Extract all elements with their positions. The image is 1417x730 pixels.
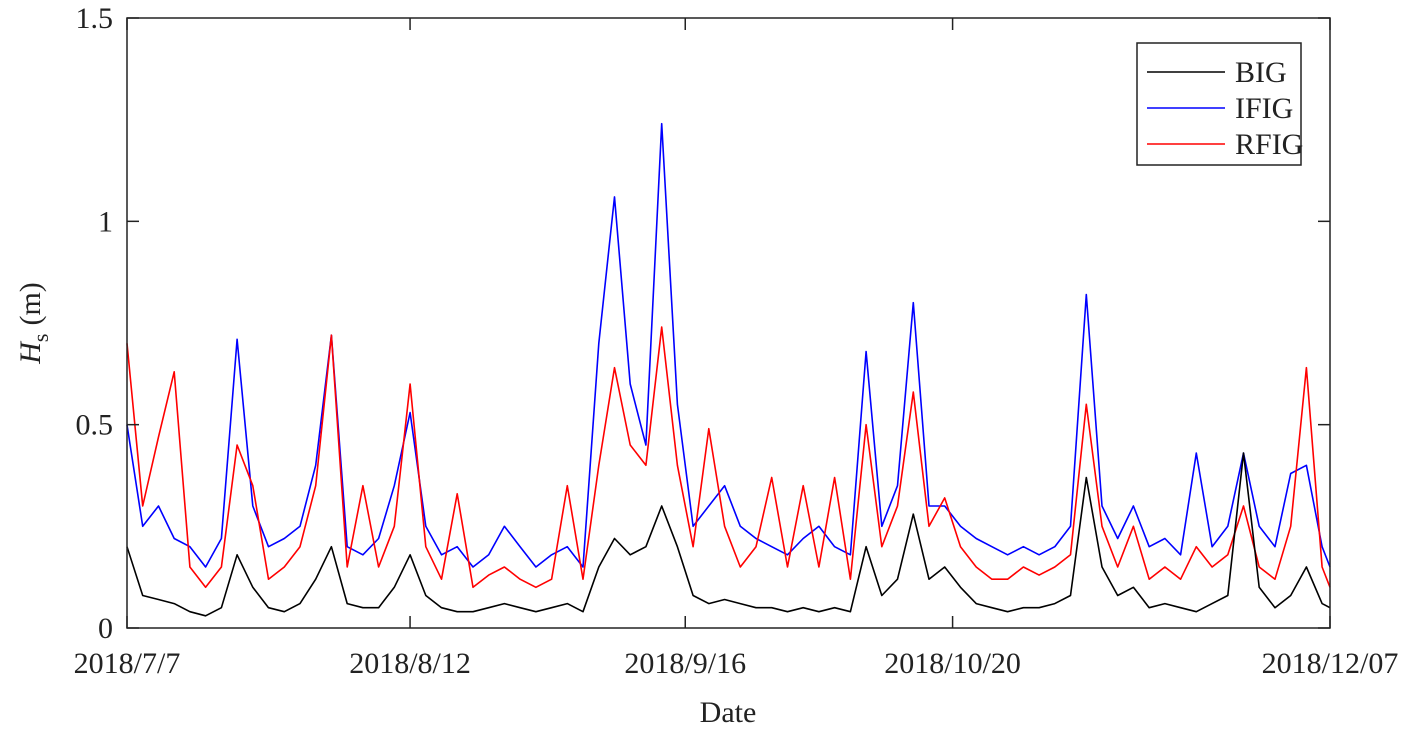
y-label-subscript: s <box>28 334 53 343</box>
y-label-symbol: H <box>14 340 47 365</box>
y-tick-label: 0.5 <box>76 409 114 442</box>
x-axis-label: Date <box>700 696 757 729</box>
legend-label: RFIG <box>1235 128 1303 161</box>
y-label-unit: (m) <box>14 282 47 325</box>
legend-label: IFIG <box>1235 92 1293 125</box>
series-line <box>126 122 1331 568</box>
y-axis-label: Hs (m) <box>14 282 53 365</box>
series-line <box>126 326 1331 589</box>
legend-label: BIG <box>1235 56 1287 89</box>
x-tick-label: 2018/10/20 <box>884 647 1021 680</box>
x-tick-label: 2018/8/12 <box>349 647 471 680</box>
series-line <box>126 452 1331 617</box>
y-tick-label: 1.5 <box>76 2 114 35</box>
plot-frame <box>126 17 1331 629</box>
x-tick-label: 2018/12/07 <box>1262 647 1399 680</box>
y-tick-label: 1 <box>98 205 113 238</box>
y-tick-label: 0 <box>98 612 113 645</box>
x-tick-label: 2018/9/16 <box>624 647 746 680</box>
x-tick-label: 2018/7/7 <box>74 647 181 680</box>
